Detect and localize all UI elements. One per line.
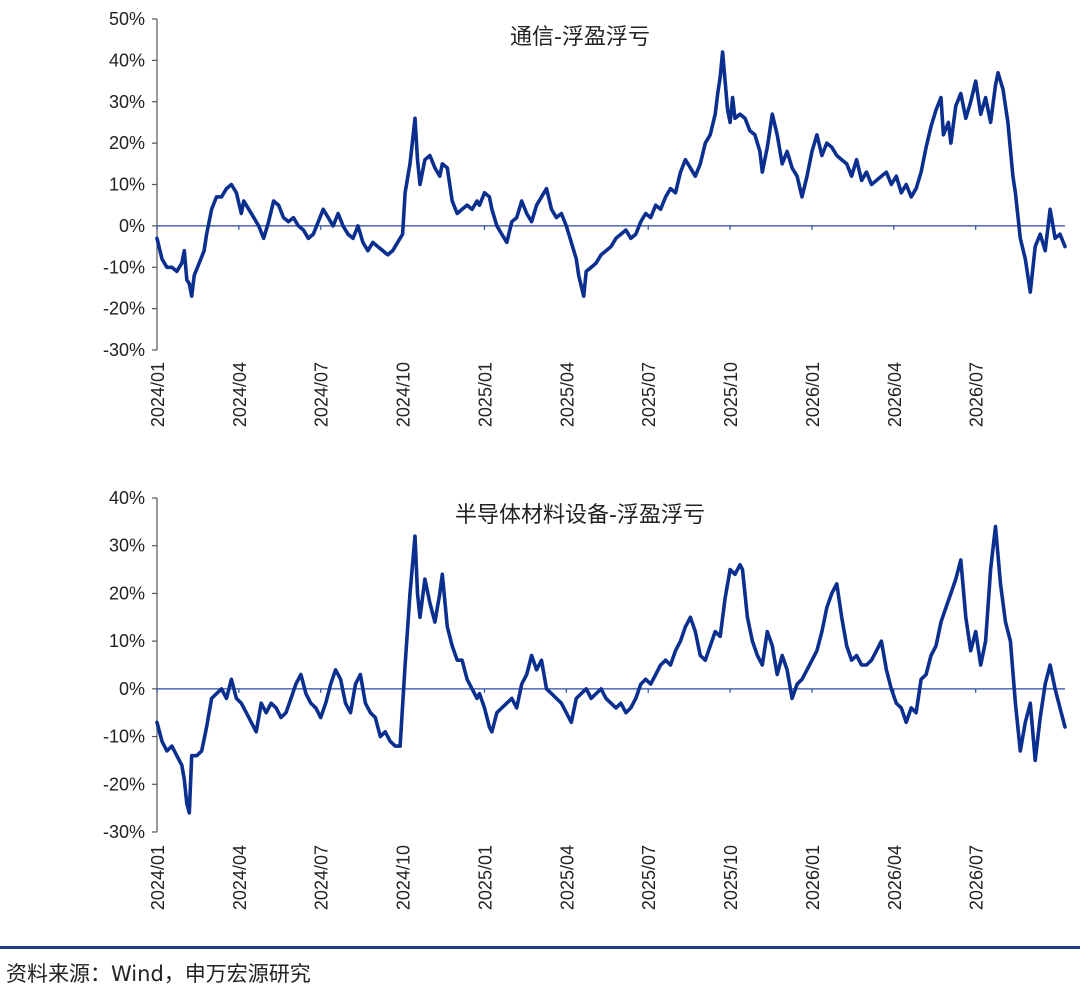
x-tick-label: 2025/10 bbox=[721, 362, 741, 427]
x-tick-label: 2026/01 bbox=[803, 362, 823, 427]
y-tick-label: 40% bbox=[109, 488, 145, 508]
y-tick-label: 30% bbox=[109, 536, 145, 556]
x-tick-label: 2025/04 bbox=[557, 362, 577, 427]
y-tick-label: -30% bbox=[103, 822, 145, 842]
x-tick-label: 2026/07 bbox=[967, 362, 987, 427]
x-tick-label: 2024/04 bbox=[230, 362, 250, 427]
y-tick-label: 30% bbox=[109, 92, 145, 112]
y-tick-label: 20% bbox=[109, 583, 145, 603]
x-tick-label: 2025/07 bbox=[639, 362, 659, 427]
x-tick-label: 2024/10 bbox=[394, 845, 414, 910]
chart-title: 半导体材料设备-浮盈浮亏 bbox=[455, 503, 705, 528]
series-line bbox=[155, 524, 1067, 815]
y-tick-label: -10% bbox=[103, 727, 145, 747]
series-line bbox=[155, 50, 1067, 298]
chart-telecom: 50% 40% 30% 20% 10% 0% -10% -20% -30%2024/01 2024… bbox=[103, 9, 1067, 427]
y-tick-label: -30% bbox=[103, 340, 145, 360]
x-tick-label: 2025/10 bbox=[721, 845, 741, 910]
x-tick-label: 2024/01 bbox=[148, 845, 168, 910]
x-tick-label: 2026/04 bbox=[885, 845, 905, 910]
x-tick-label: 2024/01 bbox=[148, 362, 168, 427]
y-tick-label: 10% bbox=[109, 175, 145, 195]
y-tick-label: 20% bbox=[109, 133, 145, 153]
x-tick-label: 2026/07 bbox=[967, 845, 987, 910]
x-tick-label: 2026/04 bbox=[885, 362, 905, 427]
source-note: 资料来源：Wind，申万宏源研究 bbox=[6, 962, 311, 986]
x-tick-label: 2025/04 bbox=[557, 845, 577, 910]
y-tick-label: 50% bbox=[109, 9, 145, 29]
y-tick-label: -20% bbox=[103, 774, 145, 794]
x-tick-label: 2024/10 bbox=[394, 362, 414, 427]
y-tick-label: 0% bbox=[119, 216, 145, 236]
chart-title: 通信-浮盈浮亏 bbox=[510, 25, 650, 50]
x-tick-label: 2025/01 bbox=[475, 362, 495, 427]
y-tick-label: 40% bbox=[109, 50, 145, 70]
x-tick-label: 2024/07 bbox=[312, 845, 332, 910]
footer-rule bbox=[0, 946, 1080, 949]
y-tick-label: 10% bbox=[109, 631, 145, 651]
x-tick-label: 2024/07 bbox=[312, 362, 332, 427]
x-tick-label: 2025/01 bbox=[475, 845, 495, 910]
y-tick-label: -10% bbox=[103, 257, 145, 277]
x-tick-label: 2026/01 bbox=[803, 845, 823, 910]
y-tick-label: -20% bbox=[103, 299, 145, 319]
y-tick-label: 0% bbox=[119, 679, 145, 699]
chart-semiconductor-materials-equipment: 40% 30% 20% 10% 0% -10% -20% -30%2024/01 2024/04… bbox=[103, 488, 1067, 910]
x-tick-label: 2025/07 bbox=[639, 845, 659, 910]
x-tick-label: 2024/04 bbox=[230, 845, 250, 910]
